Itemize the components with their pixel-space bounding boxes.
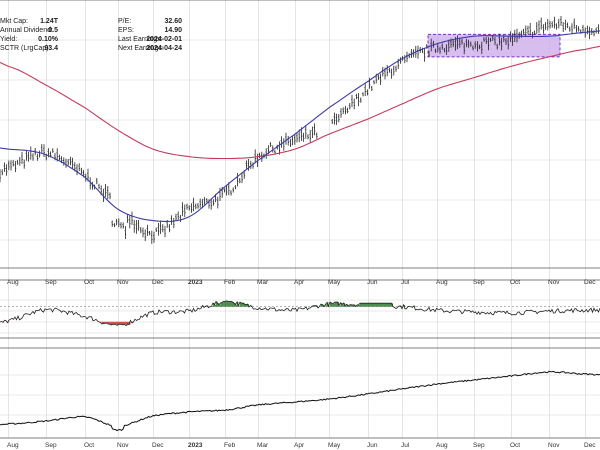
month-tick-label: Nov [548, 442, 560, 449]
stats-block: Mkt Cap: 1.24T Annual Dividend: 0.5 Yiel… [0, 18, 182, 52]
month-tick-label: Mar [257, 442, 269, 449]
month-tick-label: Jul [401, 442, 410, 449]
month-tick-label: Dec [152, 279, 164, 286]
month-tick-label: Jun [367, 279, 378, 286]
month-tick-label: Apr [294, 279, 305, 286]
month-tick-label: Feb [224, 279, 236, 286]
month-tick-label: 2023 [188, 442, 203, 449]
stat-value-mkt-cap: 1.24T [40, 18, 59, 25]
stat-value-pe: 32.60 [164, 18, 182, 25]
month-tick-label: Sep [45, 442, 57, 449]
month-tick-label: Dec [584, 279, 596, 286]
month-tick-label: Nov [117, 442, 129, 449]
relative-strength-line [0, 370, 600, 432]
month-tick-label: Aug [436, 279, 448, 286]
oscillator-overbought-fill [202, 300, 416, 307]
month-tick-label: Apr [294, 442, 305, 449]
month-tick-label: Aug [7, 442, 19, 449]
month-tick-label: Jul [401, 279, 410, 286]
month-tick-label: Feb [224, 442, 236, 449]
consolidation-box [427, 33, 561, 58]
consolidation-highlight [427, 33, 561, 58]
month-tick-label: Oct [510, 442, 520, 449]
stat-value-sctr: 93.4 [44, 45, 58, 52]
month-tick-label: Nov [117, 279, 129, 286]
stat-label-pe: P/E: [118, 18, 131, 25]
stat-value-annual-dividend: 0.5 [48, 27, 58, 34]
month-tick-label: Oct [84, 442, 94, 449]
stat-label-last-earnings: Last Earnings: [118, 36, 163, 43]
month-tick-label: Sep [45, 279, 57, 286]
price-panel [0, 16, 600, 244]
short-moving-average-line [0, 30, 600, 222]
stat-label-mkt-cap: Mkt Cap: [0, 18, 28, 25]
stat-label-sctr: SCTR (LrgCap): [0, 45, 51, 52]
month-tick-label: Sep [473, 442, 485, 449]
month-tick-label: May [328, 442, 341, 449]
long-moving-average-line [0, 45, 600, 160]
month-tick-label: Dec [584, 442, 596, 449]
oscillator-oversold-fill [0, 321, 135, 326]
month-tick-label: Nov [548, 279, 560, 286]
month-tick-label: Aug [436, 442, 448, 449]
oscillator-panel [0, 300, 600, 327]
month-tick-label: Jun [367, 442, 378, 449]
month-tick-label: Dec [152, 442, 164, 449]
month-tick-label: Oct [510, 279, 520, 286]
stat-value-last-earnings: 2024-02-01 [146, 36, 182, 43]
panel-borders [0, 0, 600, 439]
relative-strength-panel [0, 370, 600, 432]
month-axis-price: Aug Sep Oct Nov Dec 2023 Feb Mar Apr May Jun Jul Aug… [7, 279, 596, 286]
oscillator-line [0, 300, 600, 327]
price-bars [0, 16, 600, 244]
month-tick-label: May [328, 279, 341, 286]
stat-value-eps: 14.90 [164, 27, 182, 34]
stat-label-eps: EPS: [118, 27, 134, 34]
stat-label-next-earnings: Next Earnings: [118, 45, 164, 52]
month-axis-bottom: Aug Sep Oct Nov Dec 2023 Feb Mar Apr May Jun Jul Aug… [7, 442, 596, 449]
month-tick-label: Mar [257, 279, 269, 286]
month-tick-label: 2023 [188, 279, 203, 286]
stat-value-next-earnings: 2024-04-24 [146, 45, 182, 52]
grid-lines [0, 0, 600, 438]
stat-label-annual-dividend: Annual Dividend: [0, 27, 53, 34]
stat-value-yield: 0.10% [38, 36, 59, 43]
month-tick-label: Sep [473, 279, 485, 286]
month-tick-label: Oct [84, 279, 94, 286]
stat-label-yield: Yield: [0, 36, 17, 43]
month-tick-label: Aug [7, 279, 19, 286]
